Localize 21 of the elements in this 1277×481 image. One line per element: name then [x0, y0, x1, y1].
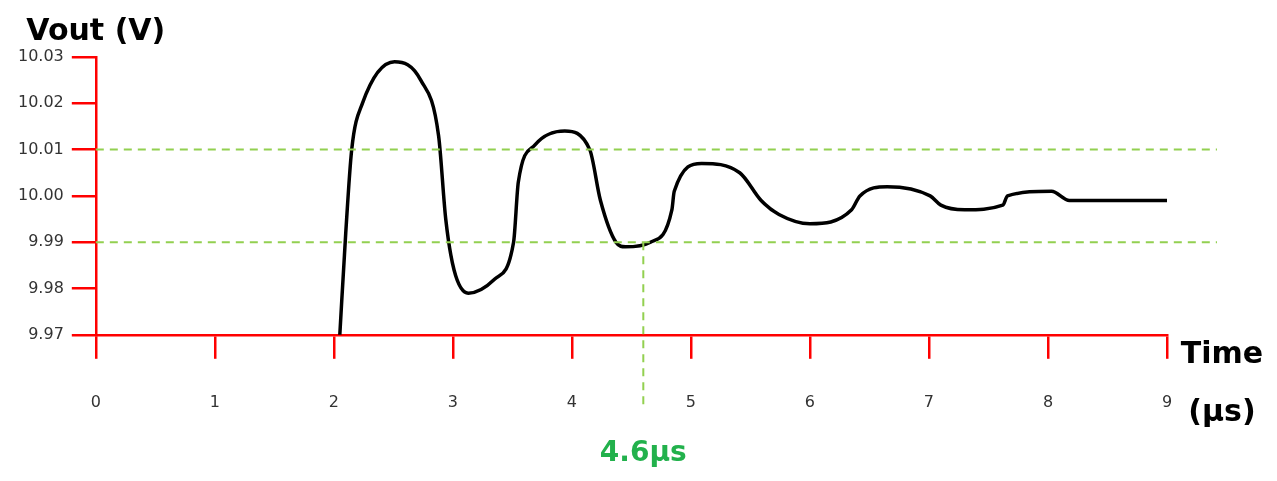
x-tick-label: 9	[1161, 391, 1173, 411]
x-tick-label: 8	[1042, 391, 1054, 411]
y-tick-label: 9.98	[28, 277, 64, 297]
y-tick-label: 10.02	[17, 92, 64, 112]
x-tick-label: 1	[209, 391, 220, 411]
x-tick-label: 7	[923, 391, 935, 411]
x-tick-label: 3	[447, 391, 458, 411]
y-tick-label: 10.03	[17, 46, 64, 66]
y-tick-label: 9.99	[28, 231, 64, 251]
x-tick-label: 0	[90, 391, 101, 411]
y-tick-label: 10.00	[17, 185, 64, 205]
line-series	[338, 59, 1167, 335]
x-tick-label: 2	[328, 391, 339, 411]
y-axis-title: Vout (V)	[26, 11, 166, 47]
x-tick-label: 5	[685, 391, 697, 411]
y-tick-label: 10.01	[17, 138, 64, 158]
ref-line-label: 4.6µs	[599, 435, 687, 469]
x-tick-label: 4	[566, 391, 577, 411]
y-tick-label: 9.97	[28, 323, 64, 343]
x-axis-title: Time (µs)	[1180, 334, 1264, 428]
x-tick-label: 6	[804, 391, 816, 411]
